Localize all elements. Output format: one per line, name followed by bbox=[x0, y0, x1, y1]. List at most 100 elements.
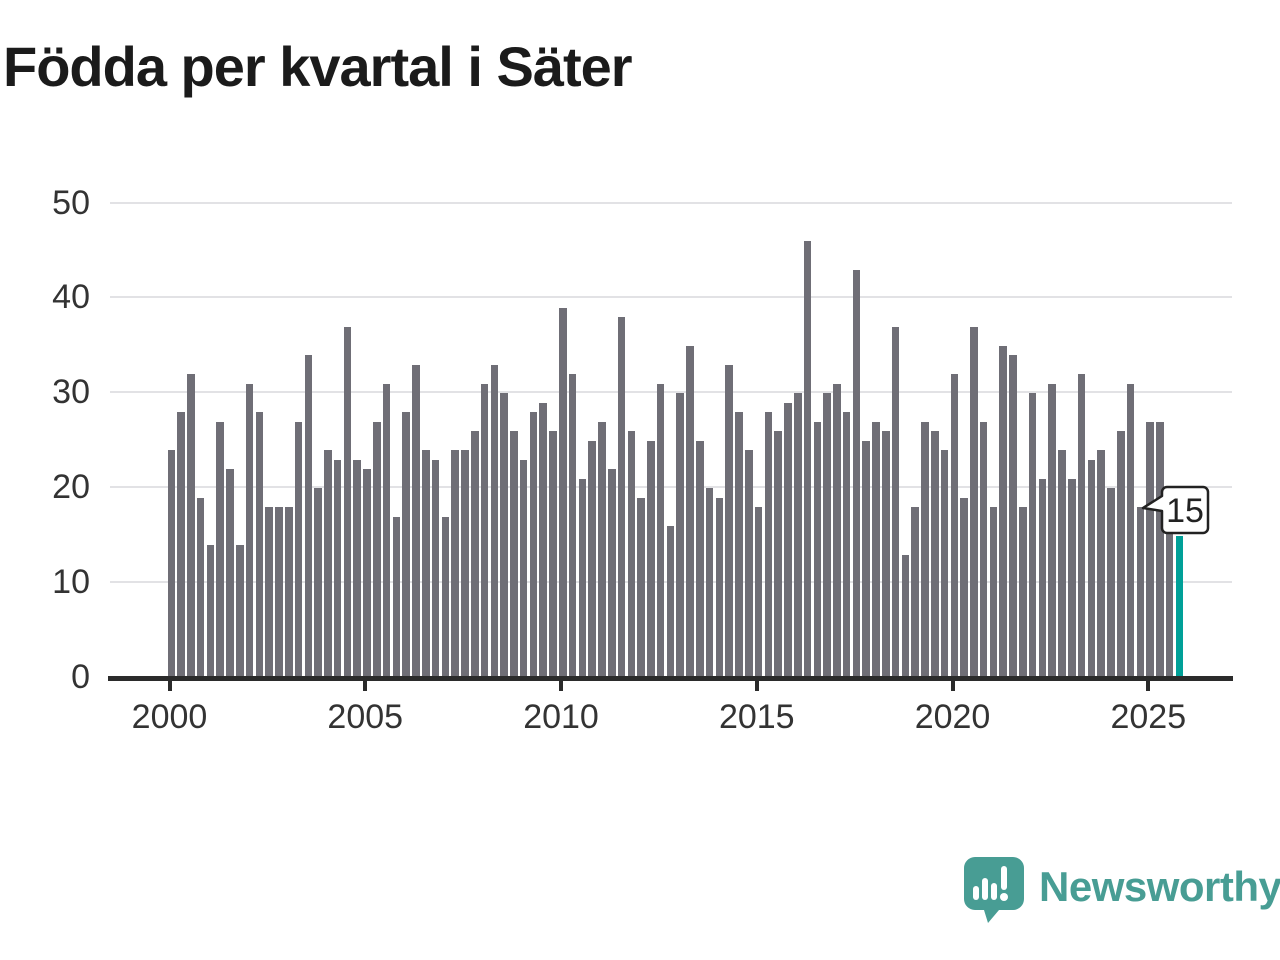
bar-2016-q4 bbox=[823, 393, 831, 678]
bar-2008-q3 bbox=[500, 393, 508, 678]
bar-2008-q2 bbox=[490, 364, 499, 678]
bar-2015-q4 bbox=[784, 402, 792, 678]
x-axis-label-2015: 2015 bbox=[718, 698, 795, 736]
bar-2020-q2 bbox=[960, 497, 968, 678]
bar-2000-q2 bbox=[177, 412, 185, 678]
bar-2005-q3 bbox=[382, 383, 391, 678]
bar-2009-q2 bbox=[529, 412, 538, 678]
bar-2001-q2 bbox=[216, 421, 225, 678]
bar-2018-q1 bbox=[872, 421, 880, 678]
bar-2007-q2 bbox=[451, 450, 459, 678]
bar-2016-q1 bbox=[793, 393, 802, 678]
bar-2020-q4 bbox=[979, 421, 988, 678]
callout-value: 15 bbox=[1166, 492, 1204, 530]
bar-2024-q3 bbox=[1126, 383, 1135, 678]
bar-2012-q1 bbox=[637, 497, 645, 678]
bar-2003-q4 bbox=[314, 488, 322, 678]
bar-2003-q3 bbox=[304, 355, 313, 678]
bar-2011-q4 bbox=[627, 431, 636, 678]
bar-2013-q4 bbox=[705, 488, 714, 678]
newsworthy-logo: Newsworthy bbox=[963, 856, 1280, 924]
bar-2007-q4 bbox=[470, 431, 479, 678]
y-axis-label-20: 20 bbox=[52, 468, 90, 507]
bar-2005-q2 bbox=[373, 421, 381, 678]
y-axis-label-10: 10 bbox=[52, 563, 90, 602]
x-axis-tick-2000 bbox=[167, 681, 172, 691]
bar-2019-q4 bbox=[940, 450, 949, 678]
bar-2012-q2 bbox=[647, 440, 655, 678]
bar-2008-q4 bbox=[510, 431, 518, 678]
chart-title: Födda per kvartal i Säter bbox=[3, 35, 633, 98]
bar-2010-q2 bbox=[568, 374, 577, 678]
x-axis-tick-2025 bbox=[1146, 681, 1151, 691]
bar-2009-q1 bbox=[519, 459, 528, 678]
bar-2000-q3 bbox=[187, 374, 195, 678]
y-axis-label-50: 50 bbox=[52, 183, 90, 222]
gridline-40 bbox=[110, 296, 1232, 299]
bar-2013-q1 bbox=[676, 393, 685, 678]
bar-2023-q2 bbox=[1077, 374, 1086, 678]
bar-2025-q4 bbox=[1175, 535, 1184, 678]
bar-2017-q4 bbox=[862, 440, 871, 678]
bar-2019-q1 bbox=[911, 507, 919, 678]
bar-2010-q1 bbox=[559, 307, 567, 678]
bar-2021-q1 bbox=[989, 507, 998, 678]
bar-2006-q4 bbox=[431, 459, 440, 678]
bar-2004-q1 bbox=[324, 450, 332, 678]
newsworthy-logo-text: Newsworthy bbox=[1039, 863, 1280, 910]
y-axis-label-0: 0 bbox=[71, 658, 90, 696]
bar-2014-q4 bbox=[744, 450, 753, 678]
bar-2024-q1 bbox=[1107, 488, 1115, 678]
bar-2010-q4 bbox=[588, 440, 596, 678]
bar-2015-q2 bbox=[764, 412, 773, 678]
bar-2017-q2 bbox=[842, 412, 851, 678]
x-axis-tick-2015 bbox=[754, 681, 759, 691]
bar-2002-q1 bbox=[245, 383, 254, 678]
bar-2006-q1 bbox=[402, 412, 410, 678]
bar-2001-q1 bbox=[206, 545, 215, 678]
bar-2003-q2 bbox=[294, 421, 303, 678]
bar-2004-q3 bbox=[343, 326, 352, 678]
bar-2018-q2 bbox=[882, 431, 890, 678]
y-axis-label-30: 30 bbox=[52, 373, 90, 412]
bar-2021-q4 bbox=[1019, 507, 1027, 678]
bar-2022-q3 bbox=[1048, 383, 1056, 678]
bar-2025-q3 bbox=[1165, 516, 1174, 678]
bar-2018-q4 bbox=[901, 554, 910, 678]
bar-2023-q1 bbox=[1067, 478, 1076, 678]
bar-2004-q2 bbox=[333, 459, 342, 678]
x-axis-line bbox=[108, 676, 1233, 681]
bar-2008-q1 bbox=[480, 383, 489, 678]
latest-value-callout: 15 bbox=[1141, 485, 1210, 535]
bar-2024-q2 bbox=[1116, 431, 1125, 678]
gridline-20 bbox=[110, 486, 1232, 489]
bar-2005-q4 bbox=[392, 516, 401, 678]
bar-2012-q4 bbox=[666, 526, 675, 678]
x-axis-label-2005: 2005 bbox=[327, 698, 404, 736]
x-axis-label-2020: 2020 bbox=[914, 698, 991, 736]
bar-2021-q2 bbox=[999, 345, 1008, 678]
bar-2009-q4 bbox=[549, 431, 557, 678]
x-axis-label-2000: 2000 bbox=[131, 698, 208, 736]
bar-2000-q1 bbox=[167, 450, 176, 678]
bar-2000-q4 bbox=[196, 497, 205, 678]
bar-2007-q1 bbox=[441, 516, 450, 678]
x-axis-tick-2020 bbox=[950, 681, 955, 691]
bar-2017-q3 bbox=[852, 269, 861, 678]
bar-2006-q3 bbox=[421, 450, 430, 678]
bar-2014-q3 bbox=[735, 412, 743, 678]
bar-2014-q2 bbox=[725, 364, 733, 678]
gridline-30 bbox=[110, 391, 1232, 394]
bar-2015-q3 bbox=[774, 431, 782, 678]
bar-2018-q3 bbox=[891, 326, 900, 678]
bar-2019-q3 bbox=[930, 431, 939, 678]
bar-2001-q3 bbox=[226, 469, 234, 678]
x-axis-tick-2005 bbox=[363, 681, 368, 691]
newsworthy-logo-icon bbox=[964, 857, 1024, 923]
bar-2005-q1 bbox=[363, 469, 371, 678]
bar-2025-q1 bbox=[1146, 421, 1154, 678]
bar-2020-q3 bbox=[970, 326, 978, 678]
bar-2022-q4 bbox=[1058, 450, 1066, 678]
bar-2006-q2 bbox=[412, 364, 420, 678]
